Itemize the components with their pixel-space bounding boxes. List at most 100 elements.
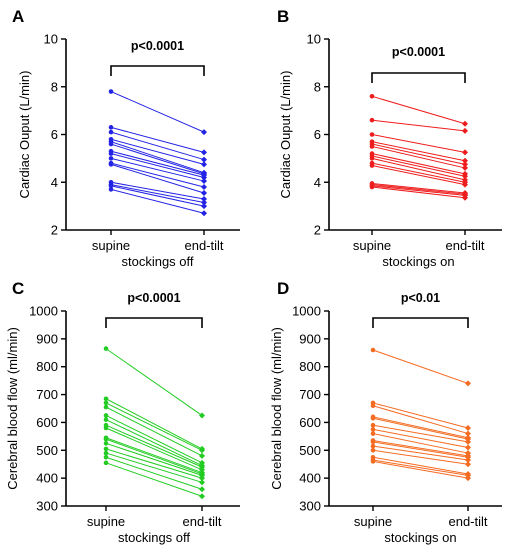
subject-line	[372, 441, 469, 458]
panel-d: D 300 400 500 600 700 800 900 1000 supine end-tilt…	[269, 279, 502, 545]
end-tilt-point	[465, 444, 471, 451]
supine-point	[103, 417, 109, 422]
subject-line	[110, 91, 205, 133]
subject-line	[371, 119, 466, 132]
y-tick-label: 10	[44, 32, 58, 47]
supine-point	[108, 183, 114, 189]
end-tilt-point	[199, 412, 205, 419]
subject-line	[105, 415, 203, 464]
subject-line	[372, 424, 469, 443]
supine-point	[108, 187, 114, 192]
subject-line	[371, 95, 466, 125]
end-tilt-point	[201, 174, 207, 181]
end-tilt-point	[462, 181, 468, 188]
x-tick-label: supine	[92, 238, 130, 253]
y-tick-label: 400	[36, 471, 58, 486]
x-axis-label: stockings off	[121, 254, 193, 269]
y-tick-label: 10	[307, 32, 321, 47]
end-tilt-point	[462, 194, 468, 201]
subject-line	[371, 162, 466, 183]
end-tilt-point	[462, 149, 468, 156]
end-tilt-point	[199, 475, 205, 482]
end-tilt-point	[201, 184, 207, 191]
subject-line	[372, 440, 469, 457]
supine-point	[370, 447, 376, 453]
x-axis-label: stockings on	[382, 254, 454, 269]
x-tick-label: end-tilt	[445, 238, 484, 253]
x-axis-label: stockings on	[384, 530, 456, 545]
subject-line	[372, 405, 469, 435]
subject-line	[105, 419, 203, 467]
supine-point	[108, 156, 114, 161]
panel-label: A	[12, 7, 24, 26]
end-tilt-point	[201, 129, 207, 136]
end-tilt-point	[462, 127, 468, 134]
supine-point	[369, 184, 375, 190]
subject-line	[110, 163, 205, 194]
subject-line	[110, 188, 205, 214]
subject-line	[105, 406, 203, 457]
end-tilt-point	[465, 438, 471, 445]
end-tilt-point	[465, 380, 471, 387]
end-tilt-point	[201, 210, 207, 217]
p-value-annotation: p<0.0001	[392, 45, 445, 59]
y-tick-label: 400	[299, 471, 321, 486]
panel-c: C 300 400 500 600 700 800 900 1000 supine end-tilt…	[5, 279, 240, 545]
supine-point	[369, 94, 375, 99]
supine-point	[370, 415, 376, 421]
significance-bracket	[105, 317, 203, 328]
x-tick-label: end-tilt	[182, 514, 221, 529]
subject-line	[372, 449, 469, 465]
supine-point	[108, 151, 114, 156]
supine-point	[370, 427, 376, 432]
y-tick-label: 1000	[292, 304, 321, 319]
end-tilt-point	[465, 457, 471, 464]
subject-line	[372, 416, 469, 439]
x-tick-label: supine	[87, 514, 125, 529]
y-tick-label: 700	[299, 387, 321, 402]
subject-line	[371, 155, 466, 177]
end-tilt-point	[201, 203, 207, 210]
subject-line	[105, 437, 203, 474]
subject-line	[105, 456, 203, 490]
supine-point	[370, 347, 376, 353]
subject-line	[371, 185, 466, 196]
end-tilt-point	[201, 199, 207, 206]
subject-line	[105, 438, 203, 475]
subject-line	[110, 131, 205, 161]
supine-point	[103, 446, 109, 452]
end-tilt-point	[462, 120, 468, 127]
x-tick-label: end-tilt	[184, 238, 223, 253]
subject-line	[372, 445, 469, 461]
supine-point	[370, 439, 376, 445]
subject-line	[371, 141, 466, 162]
subject-line	[110, 126, 205, 153]
subject-line	[110, 141, 205, 174]
subject-line	[371, 165, 466, 186]
y-tick-label: 700	[36, 387, 58, 402]
supine-point	[103, 460, 109, 466]
supine-point	[108, 125, 114, 130]
end-tilt-point	[201, 195, 207, 202]
supine-point	[369, 132, 375, 137]
y-tick-label: 2	[51, 223, 58, 238]
significance-bracket	[372, 317, 469, 328]
subject-line	[105, 348, 203, 416]
y-tick-label: 8	[314, 79, 321, 94]
end-tilt-point	[465, 425, 471, 431]
y-tick-label: 900	[36, 331, 58, 346]
y-tick-label: 300	[36, 499, 58, 514]
y-axis-label: Cerebral blood flow (ml/min)	[269, 327, 284, 490]
supine-point	[103, 425, 109, 431]
subject-line	[110, 143, 205, 175]
supine-point	[103, 413, 109, 418]
subject-line	[371, 157, 466, 181]
subject-line	[105, 442, 203, 476]
supine-point	[370, 422, 376, 428]
end-tilt-point	[199, 447, 205, 454]
subject-line	[372, 349, 469, 384]
subject-line	[105, 452, 203, 483]
end-tilt-point	[201, 178, 207, 185]
